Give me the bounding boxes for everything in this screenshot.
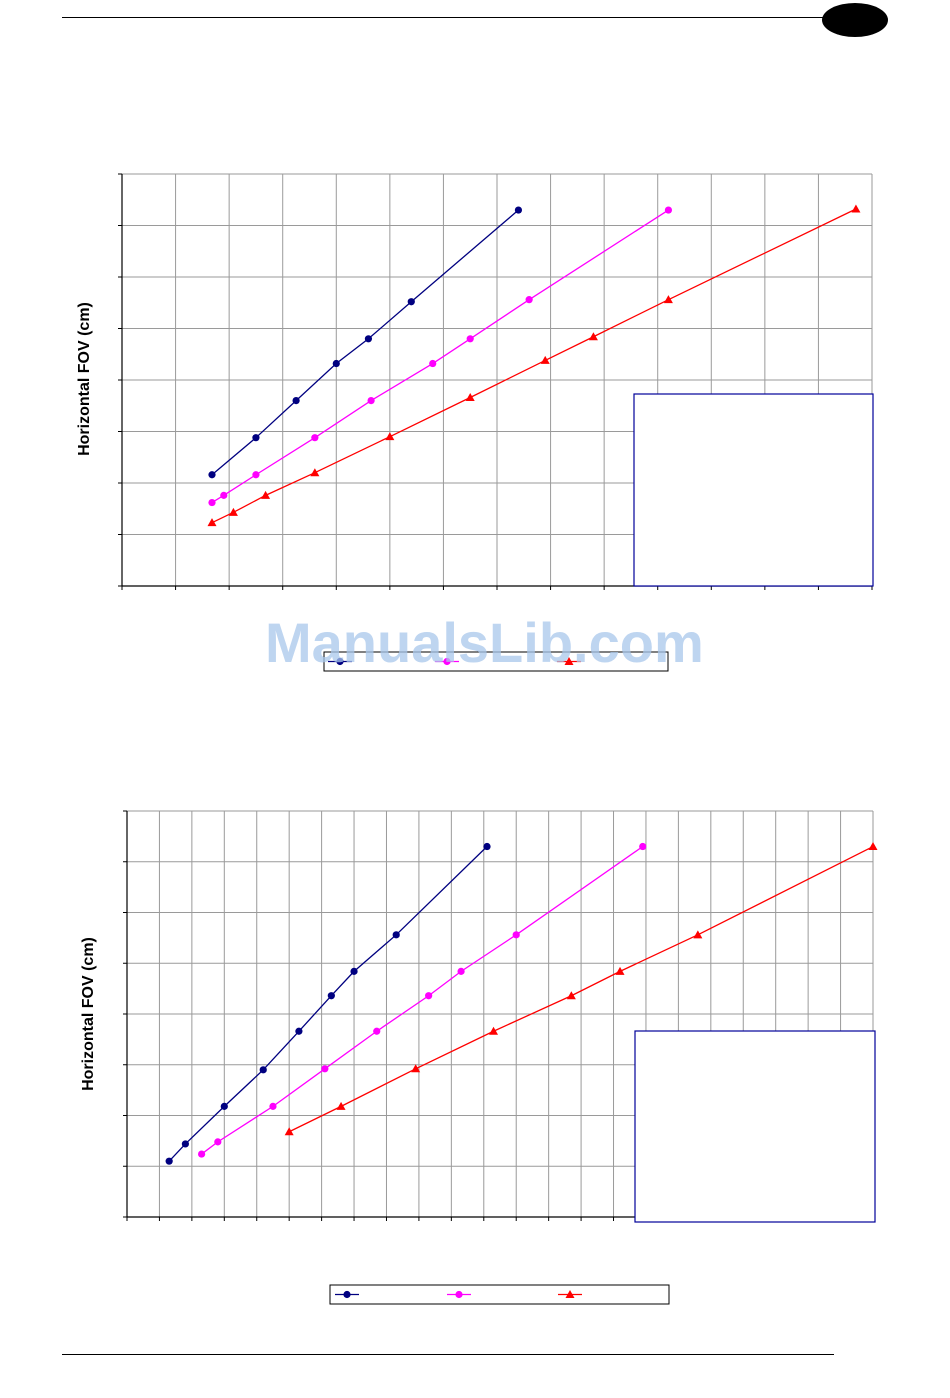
series-1-point	[292, 397, 300, 405]
series-3-point	[851, 204, 861, 213]
series-3-point	[588, 332, 598, 341]
series-2-point	[664, 206, 673, 214]
series-2-line	[211, 209, 669, 504]
series-3-point	[411, 1064, 421, 1073]
series-2-point	[214, 1138, 222, 1146]
series-1-point	[483, 842, 491, 851]
series-2-point	[457, 967, 465, 975]
series-1-point	[220, 1102, 228, 1110]
series-3-point	[228, 507, 238, 516]
chart-2	[123, 810, 878, 1305]
series-3-point	[663, 295, 673, 304]
series-2-point	[208, 498, 216, 507]
series-2-point	[367, 397, 375, 405]
series-1-point	[165, 1157, 173, 1165]
series-3-point	[207, 518, 217, 527]
series-3-point	[489, 1026, 499, 1035]
series-2-point	[373, 1027, 381, 1035]
series-1-point	[332, 359, 340, 368]
series-3-point	[868, 842, 878, 851]
series-2-point	[269, 1102, 277, 1110]
series-2-point	[198, 1150, 206, 1158]
watermark: ManualsLib.com	[265, 611, 704, 674]
series-1-point	[514, 206, 523, 214]
series-1-point	[392, 931, 400, 939]
series-1-line	[168, 846, 488, 1162]
series-2-line	[201, 845, 644, 1155]
series-1-point	[364, 335, 373, 343]
legend-series-3-marker	[564, 657, 574, 665]
series-3-point	[336, 1101, 346, 1110]
legend-series-2-marker	[443, 657, 451, 666]
legend-series-3-marker	[565, 1290, 575, 1298]
header-rule	[62, 17, 832, 18]
series-2-point	[311, 434, 319, 442]
series-3-point	[540, 355, 550, 364]
series-2-point	[639, 842, 647, 851]
series-2-point	[512, 931, 520, 939]
series-2-point	[252, 471, 260, 479]
series-1-point	[181, 1140, 189, 1148]
series-2-point	[525, 296, 533, 304]
series-3-point	[566, 991, 576, 1000]
series-2-point	[321, 1065, 329, 1073]
legend-box	[323, 651, 669, 672]
inset-box	[634, 1030, 876, 1223]
legend-series-1-marker	[343, 1290, 351, 1299]
series-2-point	[425, 992, 433, 1000]
series-2-point	[429, 359, 437, 368]
series-2-point	[466, 335, 474, 343]
chapter-badge	[822, 3, 888, 37]
series-3-point	[261, 490, 271, 499]
series-3-point	[310, 468, 320, 477]
series-1-point	[350, 967, 358, 975]
series-1-point	[295, 1027, 303, 1035]
series-3-line	[288, 845, 874, 1133]
legend-box	[329, 1284, 670, 1305]
series-3-point	[284, 1127, 294, 1136]
series-3-point	[465, 393, 475, 402]
series-3-point	[693, 930, 703, 939]
inset-box	[633, 393, 874, 587]
series-3-line	[211, 208, 857, 524]
series-3-point	[385, 432, 395, 441]
series-1-point	[208, 471, 216, 479]
series-1-point	[327, 992, 335, 1000]
legend-series-2-marker	[455, 1290, 463, 1299]
series-2-point	[220, 491, 228, 499]
series-1-point	[259, 1066, 267, 1074]
footer-rule	[62, 1354, 834, 1355]
legend-series-1-marker	[336, 657, 344, 666]
chart-1	[118, 173, 874, 672]
series-3-point	[615, 966, 625, 975]
series-1-point	[252, 434, 260, 442]
series-1-point	[407, 298, 415, 306]
